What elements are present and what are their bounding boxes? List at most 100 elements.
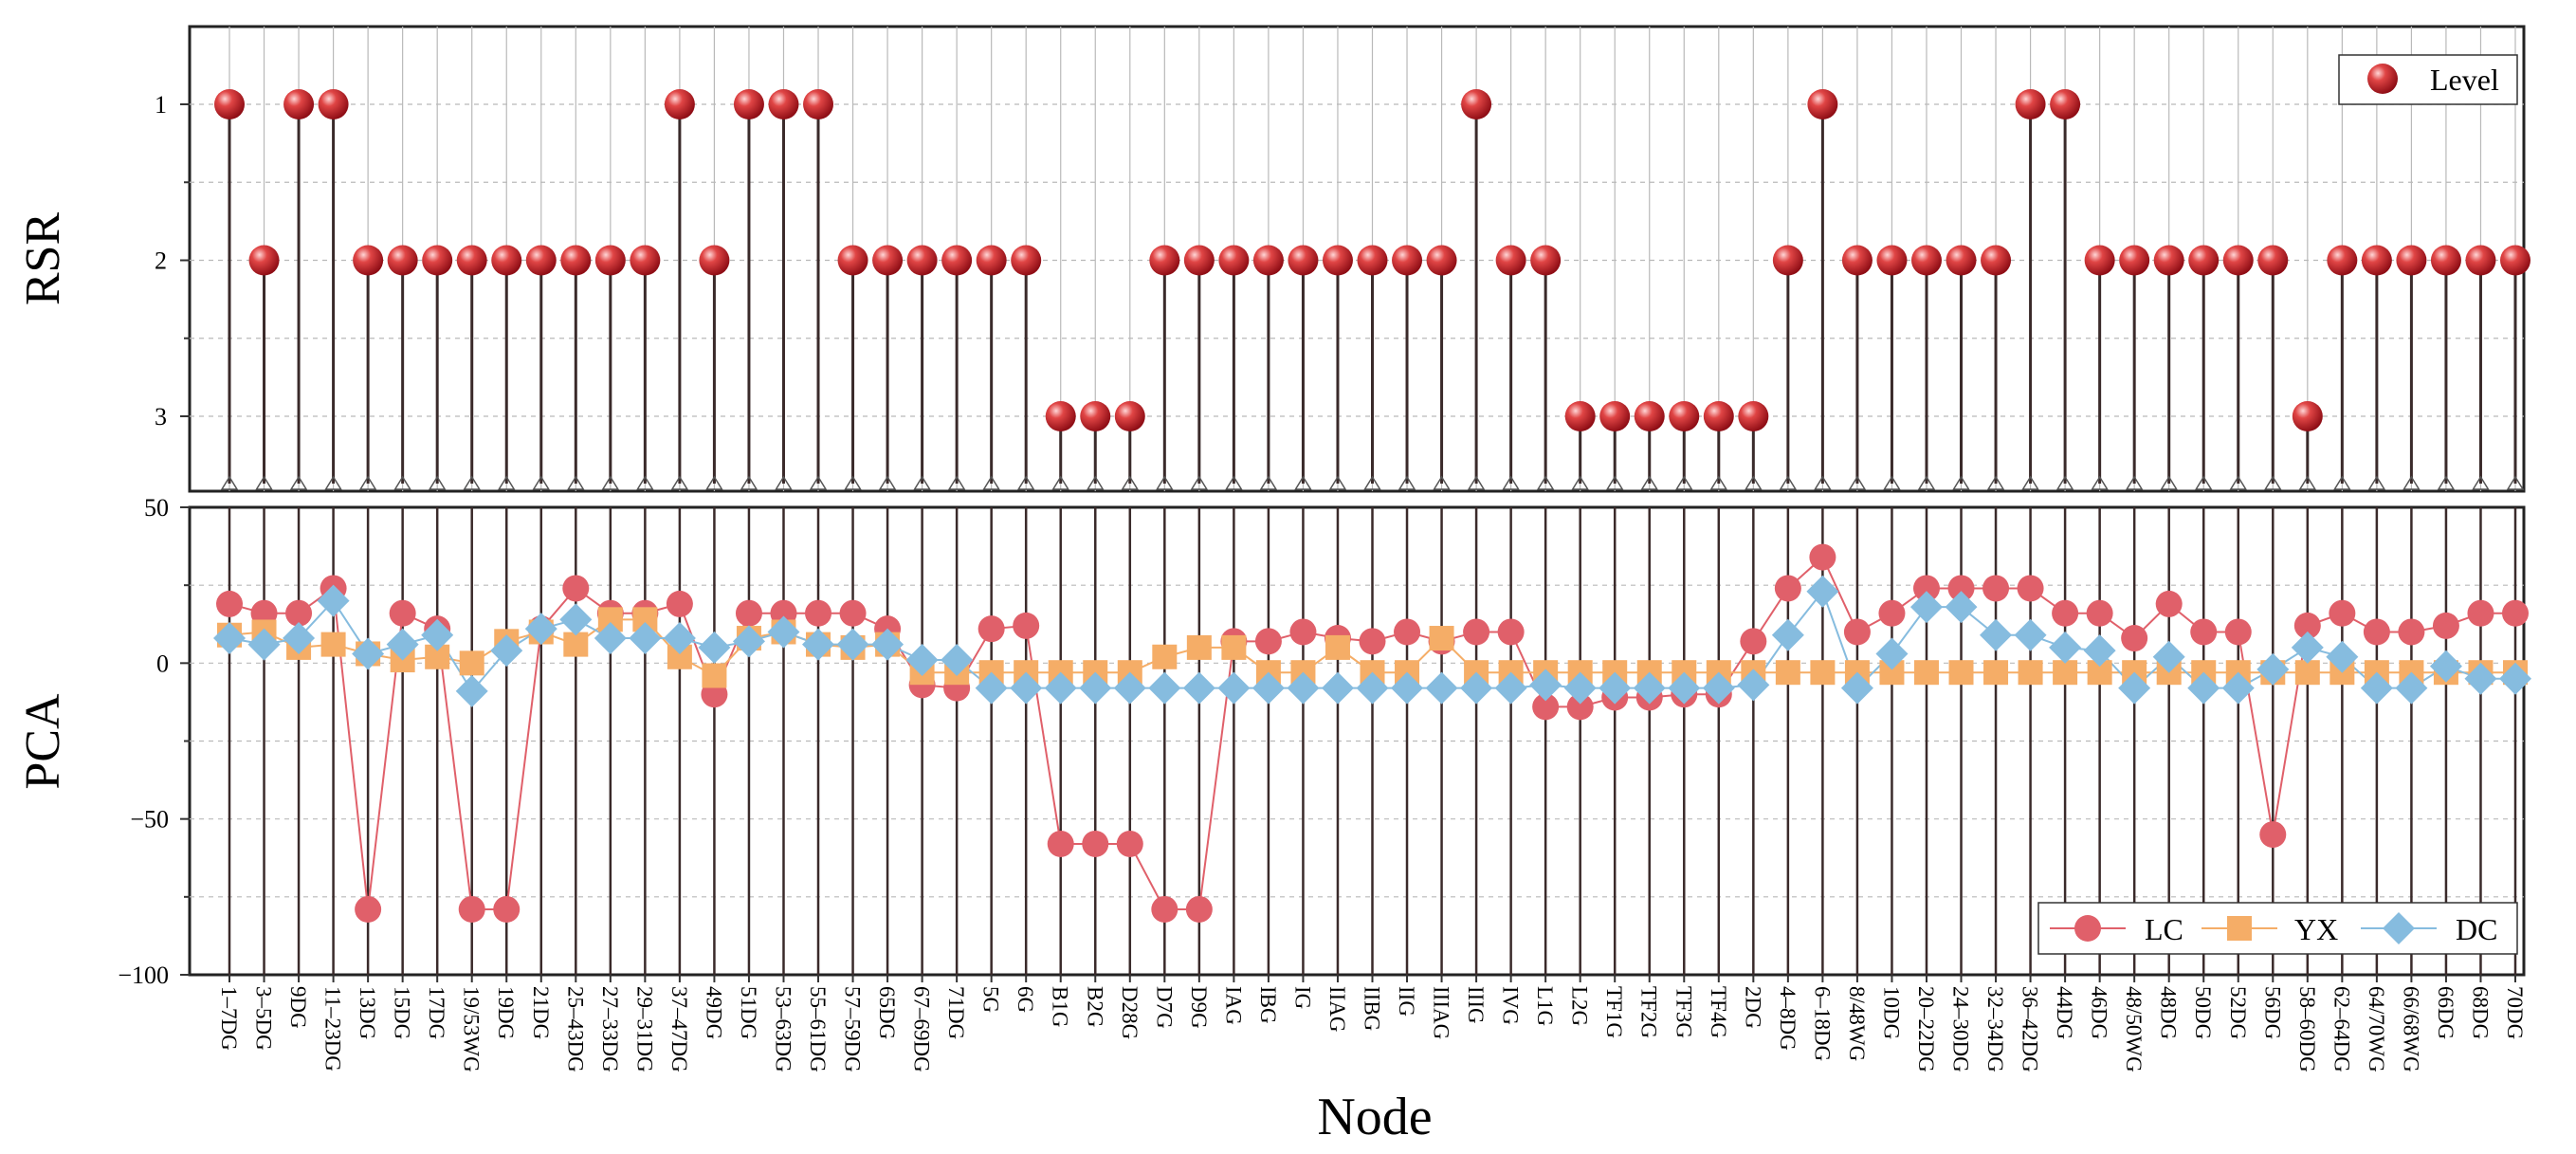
lc-point: [2502, 599, 2529, 627]
dc-point: [1668, 671, 1701, 705]
dc-point: [594, 622, 627, 655]
rsr-level-point: [872, 245, 904, 276]
pca-x-tick-label: 57–59DG: [841, 986, 865, 1072]
dc-point: [802, 628, 835, 661]
pca-x-tick-label: 20–22DG: [1914, 986, 1938, 1072]
dc-point: [1321, 671, 1354, 705]
rsr-baseline-triangle: [1363, 475, 1381, 490]
pca-x-tick-label: IIIG: [1464, 986, 1488, 1024]
pca-x-tick-label: L2G: [1568, 986, 1592, 1026]
dc-point: [2360, 671, 2393, 705]
rsr-level-point: [1530, 245, 1562, 276]
rsr-baseline-triangle: [1674, 475, 1693, 490]
lc-point: [2398, 618, 2425, 646]
pca-x-tick-label: 62–64DG: [2329, 986, 2353, 1072]
pca-x-tick-label: 27–33DG: [598, 986, 622, 1072]
dc-point: [2464, 662, 2497, 695]
pca-y-axis-label: PCA: [16, 693, 70, 790]
rsr-level-point: [941, 245, 973, 276]
dc-point: [1217, 671, 1251, 705]
dc-point: [317, 584, 350, 617]
rsr-baseline-triangle: [2125, 475, 2144, 490]
dc-point: [455, 674, 488, 707]
rsr-level-point: [1564, 401, 1596, 431]
pca-x-tick-label: IIBG: [1361, 986, 1384, 1031]
rsr-baseline-triangle: [1051, 475, 1070, 490]
lc-point: [735, 599, 762, 627]
dc-point: [2118, 671, 2151, 705]
rsr-baseline-triangle: [1986, 475, 2005, 490]
lc-point: [666, 590, 693, 617]
pca-x-tick-label: 50DG: [2191, 986, 2215, 1039]
yx-point: [1913, 660, 1939, 686]
pca-x-tick-label: 48/50WG: [2122, 986, 2146, 1072]
pca-x-tick-label: 25–43DG: [563, 986, 587, 1072]
rsr-baseline-triangle: [1155, 475, 1174, 490]
rsr-baseline-triangle: [2506, 475, 2525, 490]
rsr-baseline-triangle: [1709, 475, 1728, 490]
pca-x-tick-label: 55–61DG: [806, 986, 830, 1072]
dc-point: [1391, 671, 1424, 705]
dc-point: [1529, 669, 1562, 702]
pca-x-tick-label: 29–31DG: [632, 986, 656, 1072]
dc-point: [1010, 671, 1043, 705]
pca-x-tick-label: 21DG: [529, 986, 553, 1039]
lc-point: [1254, 628, 1282, 655]
pca-x-tick-label: 36–42DG: [2019, 986, 2042, 1072]
yx-point: [1775, 660, 1800, 686]
pca-x-tick-label: 2DG: [1741, 986, 1764, 1029]
rsr-level-point: [1599, 401, 1631, 431]
rsr-baseline-triangle: [1294, 475, 1312, 490]
rsr-level-point: [1461, 89, 1492, 119]
rsr-baseline-triangle: [1467, 475, 1486, 490]
yx-point: [2053, 660, 2078, 686]
dc-point: [1945, 591, 1978, 624]
legend-lc-label: LC: [2145, 912, 2183, 946]
rsr-baseline-triangle: [740, 475, 758, 490]
pca-x-tick-label: 51DG: [737, 986, 760, 1039]
rsr-level-point: [1288, 245, 1319, 276]
rsr-baseline-triangle: [220, 475, 239, 490]
rsr-baseline-triangle: [1571, 475, 1590, 490]
legend-yx-marker: [2227, 916, 2252, 941]
rsr-level-point: [1080, 401, 1111, 431]
lc-point: [1982, 575, 2010, 602]
pca-x-tick-label: 4–8DG: [1776, 986, 1800, 1051]
rsr-baseline-triangle: [1225, 475, 1243, 490]
rsr-level-point: [1946, 245, 1977, 276]
rsr-baseline-triangle: [2160, 475, 2179, 490]
rsr-level-point: [1634, 401, 1665, 431]
rsr-baseline-triangle: [2472, 475, 2490, 490]
yx-point: [2294, 660, 2320, 686]
pca-x-tick-label: 48DG: [2157, 986, 2181, 1039]
pca-x-tick-label: L1G: [1533, 986, 1557, 1026]
rsr-level-point: [214, 89, 245, 119]
yx-point: [702, 663, 727, 688]
pca-x-tick-label: IIG: [1395, 986, 1418, 1017]
dc-point: [698, 631, 731, 664]
lc-point: [2293, 612, 2321, 639]
dc-point: [2429, 650, 2462, 683]
rsr-level-point: [560, 245, 592, 276]
yx-point: [563, 632, 589, 657]
rsr-level-point: [1252, 245, 1284, 276]
lc-point: [1878, 599, 1906, 627]
rsr-baseline-triangle: [2194, 475, 2213, 490]
dc-point: [1563, 671, 1597, 705]
rsr-level-point: [248, 245, 280, 276]
rsr-level-point: [1218, 245, 1250, 276]
pca-x-tick-label: 56DG: [2260, 986, 2284, 1039]
rsr-baseline-triangle: [2091, 475, 2109, 490]
rsr-baseline-triangle: [2367, 475, 2386, 490]
lc-point: [1843, 618, 1871, 646]
dc-point: [2326, 640, 2359, 673]
rsr-level-point: [699, 245, 730, 276]
pca-x-tick-label: IVG: [1499, 986, 1523, 1025]
lc-point: [2259, 821, 2287, 849]
lc-point: [1394, 618, 1421, 646]
rsr-level-point: [1841, 245, 1873, 276]
rsr-baseline-triangle: [2333, 475, 2351, 490]
rsr-baseline-triangle: [1328, 475, 1347, 490]
rsr-level-point: [2188, 245, 2220, 276]
rsr-baseline-triangle: [1848, 475, 1867, 490]
